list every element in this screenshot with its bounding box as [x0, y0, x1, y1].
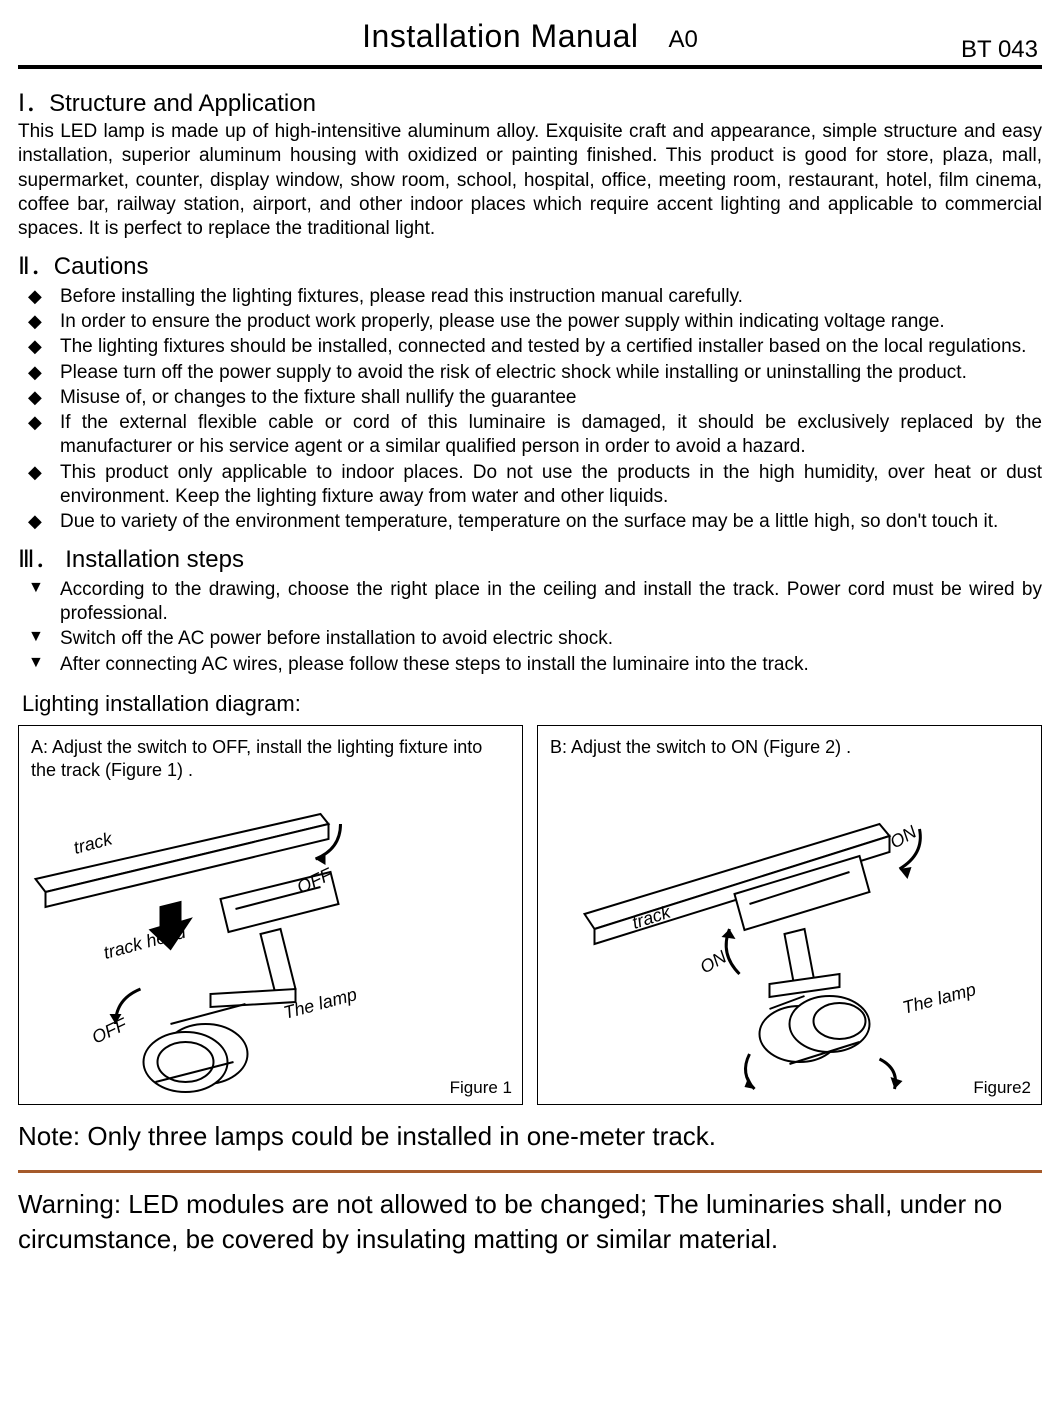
figure-2-label: Figure2: [973, 1078, 1031, 1098]
label-track: track: [71, 828, 115, 858]
caution-item: This product only applicable to indoor p…: [18, 461, 1042, 510]
panel-a-caption: A: Adjust the switch to OFF, install the…: [31, 736, 510, 783]
section3-heading: Ⅲ． Installation steps: [18, 539, 1042, 574]
caution-item: The lighting fixtures should be installe…: [18, 335, 1042, 359]
diagram-title: Lighting installation diagram:: [22, 691, 1042, 717]
steps-list: According to the drawing, choose the rig…: [18, 578, 1042, 677]
figure-2-illustration: track ON ON The lamp: [538, 784, 1041, 1104]
revision-code: A0: [668, 26, 697, 54]
step-item: After connecting AC wires, please follow…: [18, 653, 1042, 677]
brown-rule: [18, 1170, 1042, 1173]
model-code: BT 043: [961, 36, 1038, 64]
diagram-panel-b: B: Adjust the switch to ON (Figure 2) .: [537, 725, 1042, 1105]
label-on1: ON: [887, 821, 921, 852]
caution-item: In order to ensure the product work prop…: [18, 310, 1042, 334]
section1-body: This LED lamp is made up of high-intensi…: [18, 120, 1042, 242]
warning-text: Warning: LED modules are not allowed to …: [18, 1187, 1042, 1257]
figure-1-label: Figure 1: [450, 1078, 512, 1098]
diagram-panel-a: A: Adjust the switch to OFF, install the…: [18, 725, 523, 1105]
label-off2: OFF: [89, 1014, 131, 1048]
cautions-list: Before installing the lighting fixtures,…: [18, 285, 1042, 535]
caution-item: If the external flexible cable or cord o…: [18, 411, 1042, 460]
caution-item: Misuse of, or changes to the fixture sha…: [18, 386, 1042, 410]
label-track-head: track head: [101, 921, 188, 962]
step-item: Switch off the AC power before installat…: [18, 627, 1042, 651]
panel-b-caption: B: Adjust the switch to ON (Figure 2) .: [550, 736, 1029, 759]
caution-item: Before installing the lighting fixtures,…: [18, 285, 1042, 309]
diagram-row: A: Adjust the switch to OFF, install the…: [18, 725, 1042, 1105]
header-rule: [18, 65, 1042, 69]
label-lamp: The lamp: [900, 979, 978, 1018]
step-item: According to the drawing, choose the rig…: [18, 578, 1042, 627]
page-title: Installation Manual: [362, 18, 638, 55]
section1-heading: Ⅰ．Structure and Application: [18, 83, 1042, 118]
header: Installation Manual A0 BT 043: [18, 18, 1042, 55]
section2-heading: Ⅱ．Cautions: [18, 246, 1042, 281]
caution-item: Please turn off the power supply to avoi…: [18, 361, 1042, 385]
note-text: Note: Only three lamps could be installe…: [18, 1121, 1042, 1152]
caution-item: Due to variety of the environment temper…: [18, 510, 1042, 534]
figure-1-illustration: track track head OFF OFF The lamp: [19, 784, 522, 1104]
